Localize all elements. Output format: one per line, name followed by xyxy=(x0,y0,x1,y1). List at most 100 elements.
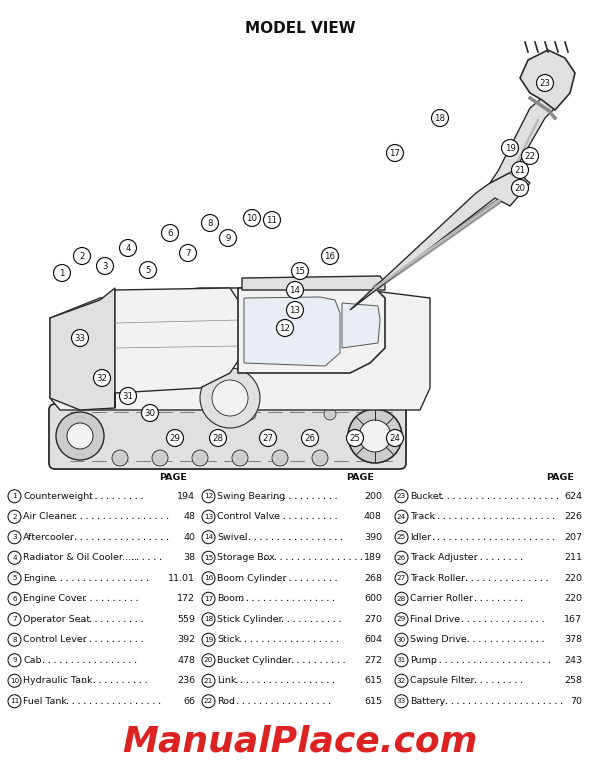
Circle shape xyxy=(502,139,518,156)
Circle shape xyxy=(287,302,304,318)
Text: Link: Link xyxy=(217,676,236,685)
Circle shape xyxy=(192,450,208,466)
Text: ..................: .................. xyxy=(262,553,365,562)
Text: Swivel: Swivel xyxy=(217,533,248,541)
Text: ..................: .................. xyxy=(35,656,139,664)
Circle shape xyxy=(348,409,402,463)
Text: 38: 38 xyxy=(183,553,195,562)
Text: 7: 7 xyxy=(12,616,17,622)
Text: 32: 32 xyxy=(97,373,107,383)
Circle shape xyxy=(287,282,304,299)
Text: 11: 11 xyxy=(10,698,19,704)
Text: Control Lever: Control Lever xyxy=(23,636,87,644)
Text: 167: 167 xyxy=(564,615,582,624)
Text: 258: 258 xyxy=(564,676,582,685)
Text: 27: 27 xyxy=(397,575,406,581)
Circle shape xyxy=(202,215,218,232)
Text: 268: 268 xyxy=(364,573,382,583)
Text: Radiator & Oil Cooler.....: Radiator & Oil Cooler..... xyxy=(23,553,137,562)
Text: 390: 390 xyxy=(364,533,382,541)
Circle shape xyxy=(395,572,408,585)
Text: Bucket Cylinder: Bucket Cylinder xyxy=(217,656,292,664)
Text: 600: 600 xyxy=(364,594,382,603)
Text: 226: 226 xyxy=(564,512,582,521)
Text: 23: 23 xyxy=(539,79,551,87)
Text: 18: 18 xyxy=(434,114,445,122)
Circle shape xyxy=(56,412,104,460)
Circle shape xyxy=(277,320,293,337)
Circle shape xyxy=(8,552,21,564)
Text: ..................: .................. xyxy=(242,533,345,541)
Text: 194: 194 xyxy=(177,492,195,501)
FancyBboxPatch shape xyxy=(49,404,406,469)
Text: 13: 13 xyxy=(290,306,301,314)
Text: 29: 29 xyxy=(170,433,181,443)
Text: 207: 207 xyxy=(564,533,582,541)
Text: 19: 19 xyxy=(204,636,213,643)
Text: Stick: Stick xyxy=(217,636,240,644)
Text: 10: 10 xyxy=(10,678,19,684)
Text: 8: 8 xyxy=(12,636,17,643)
Text: Idler: Idler xyxy=(410,533,431,541)
Text: ..................: .................. xyxy=(233,676,337,685)
Text: 270: 270 xyxy=(364,615,382,624)
Text: Track Roller: Track Roller xyxy=(410,573,465,583)
Text: PAGE: PAGE xyxy=(159,473,187,482)
Text: 26: 26 xyxy=(397,555,406,561)
Text: ............: ............ xyxy=(278,656,347,664)
Text: ............: ............ xyxy=(271,573,340,583)
Text: 2: 2 xyxy=(12,513,17,520)
Text: Battery: Battery xyxy=(410,697,445,706)
Circle shape xyxy=(395,613,408,626)
Text: 6: 6 xyxy=(167,229,173,237)
Circle shape xyxy=(244,209,260,226)
Circle shape xyxy=(202,592,215,605)
Circle shape xyxy=(359,420,391,452)
Circle shape xyxy=(202,675,215,687)
Circle shape xyxy=(395,531,408,544)
Text: ..................: .................. xyxy=(238,636,341,644)
Text: ............: ............ xyxy=(76,492,145,501)
Text: ............: ............ xyxy=(271,512,340,521)
Text: 3: 3 xyxy=(12,534,17,540)
Text: ......................: ...................... xyxy=(427,656,553,664)
Text: ......: ...... xyxy=(130,553,164,562)
Circle shape xyxy=(395,489,408,503)
Text: 200: 200 xyxy=(364,492,382,501)
Text: 615: 615 xyxy=(364,676,382,685)
Circle shape xyxy=(312,450,328,466)
Text: ................: ................ xyxy=(455,636,547,644)
Polygon shape xyxy=(490,98,555,183)
Text: ..........: .......... xyxy=(467,553,525,562)
Text: 1: 1 xyxy=(59,268,65,278)
Text: 28: 28 xyxy=(397,596,406,601)
Polygon shape xyxy=(342,303,380,348)
Text: Carrier Roller: Carrier Roller xyxy=(410,594,473,603)
Circle shape xyxy=(209,429,227,447)
Circle shape xyxy=(244,408,256,420)
Text: 19: 19 xyxy=(505,143,515,152)
Text: 604: 604 xyxy=(364,636,382,644)
Polygon shape xyxy=(50,288,115,410)
Circle shape xyxy=(8,572,21,585)
Text: ..................: .................. xyxy=(229,697,333,706)
Circle shape xyxy=(511,180,529,197)
Circle shape xyxy=(97,258,113,275)
Polygon shape xyxy=(244,297,340,366)
Text: Track Adjuster: Track Adjuster xyxy=(410,553,478,562)
Circle shape xyxy=(119,387,137,405)
Circle shape xyxy=(179,244,197,261)
Circle shape xyxy=(8,531,21,544)
Text: 20: 20 xyxy=(204,657,213,664)
Circle shape xyxy=(53,265,71,282)
Circle shape xyxy=(8,633,21,647)
Circle shape xyxy=(8,675,21,687)
Circle shape xyxy=(144,408,156,420)
Text: 272: 272 xyxy=(364,656,382,664)
Circle shape xyxy=(302,429,319,447)
Text: PAGE: PAGE xyxy=(546,473,574,482)
Circle shape xyxy=(200,368,260,428)
Circle shape xyxy=(202,510,215,524)
Text: 70: 70 xyxy=(570,697,582,706)
Text: 29: 29 xyxy=(397,616,406,622)
